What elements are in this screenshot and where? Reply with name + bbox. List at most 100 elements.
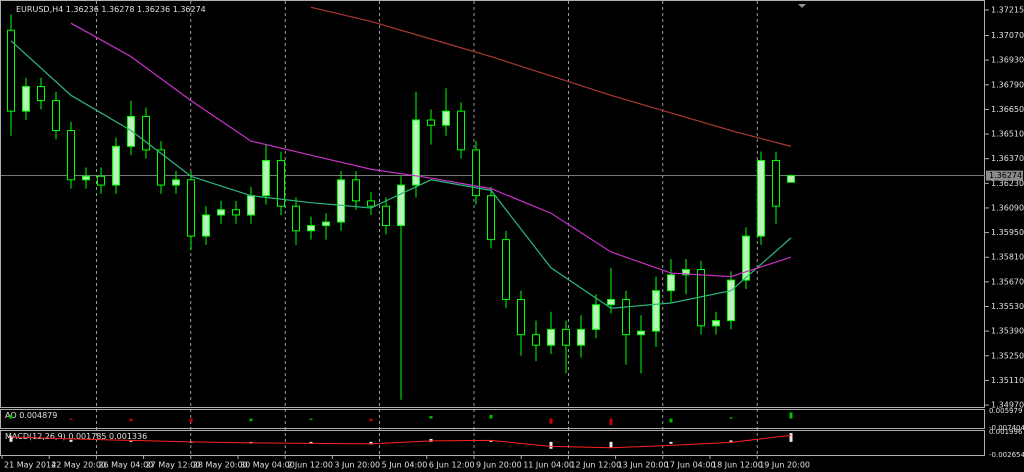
current-price-label: 1.36274 [989,171,1022,180]
indicator-bar [369,418,373,422]
y-tick-label: 1.36930 [991,56,1024,65]
last-open: 1.36236 [66,5,99,14]
candle-body [787,175,795,183]
candle-body [322,221,330,227]
moving-average [70,22,792,278]
indicator-bar [549,441,553,449]
candle-body [247,195,255,216]
candle-body [307,225,315,232]
candle-body [457,110,465,151]
candle-body [772,159,780,207]
indicator-bar [669,441,673,444]
indicator-tick-label: -0.007404 [989,424,1024,432]
indicator-tick-label: 0.005979 [989,407,1022,415]
candle-body [427,119,435,126]
candle-body [352,179,360,202]
indicator-bar [729,440,733,442]
indicator-bar [729,417,733,419]
indicator-bar [489,440,493,442]
x-tick-label: 26 May 04:00 [98,461,153,470]
ao-last: 0.004879 [19,411,57,420]
candle-body [667,274,675,292]
y-tick-label: 1.37215 [991,5,1024,14]
x-tick-label: 3 Jun 20:00 [334,461,380,470]
current-price-box [986,170,1023,181]
indicator-bar [249,418,253,422]
candle-body [262,159,270,197]
last-close: 1.36274 [173,5,206,14]
x-tick-label: 9 Jun 20:00 [476,461,522,470]
x-tick-label: 11 Jun 04:00 [523,461,574,470]
x-tick-label: 30 May 04:00 [240,461,295,470]
macd-last: 0.001785 [68,432,106,441]
candle-body [742,235,750,281]
x-tick-label: 6 Jun 12:00 [429,461,475,470]
x-tick-label: 27 May 12:00 [146,461,201,470]
candle-body [727,279,735,322]
indicator-tick-label: 0.001996 [989,428,1023,436]
candle-body [187,179,195,237]
x-tick-label: 18 Jun 12:00 [712,461,763,470]
candle-body [592,304,600,330]
y-tick-label: 1.35810 [991,253,1024,262]
candle-body [7,29,15,112]
candle-body [682,269,690,276]
indicator-bar [429,416,433,419]
signal-last: 0.001336 [109,432,147,441]
indicator-bar [369,441,373,445]
candle-body [487,195,495,241]
candle-body [112,145,120,186]
y-tick-label: 1.36090 [991,203,1024,212]
candle-body [607,298,615,306]
chart-title: EURUSD,H4 1.36236 1.36278 1.36236 1.3627… [16,5,206,14]
moving-average [10,40,792,309]
candle-body [547,328,555,346]
candle-body [292,205,300,232]
indicator-bar [789,412,793,419]
candle-body [442,110,450,126]
last-high: 1.36278 [101,5,134,14]
y-tick-label: 1.36790 [991,80,1024,89]
candle-body [97,175,105,186]
indicator-bar [789,433,793,442]
candle-body [652,290,660,332]
signal-line [10,434,792,449]
candle-body [562,328,570,346]
indicator-bar [9,435,13,442]
y-tick-label: 1.36230 [991,179,1024,188]
candle-body [127,115,135,147]
y-tick-label: 1.36370 [991,154,1024,163]
candle-body [277,159,285,207]
indicator-bar [189,418,193,423]
indicator-bar [129,418,133,422]
candle-body [637,330,645,336]
x-tick-label: 13 Jun 20:00 [618,461,669,470]
y-tick-label: 1.35670 [991,277,1024,286]
candle-body [142,115,150,151]
candle-body [397,184,405,227]
x-tick-label: 17 Jun 04:00 [665,461,716,470]
candle-body [172,179,180,186]
candle-body [337,179,345,223]
candle-body [52,100,60,132]
y-tick-label: 1.37070 [991,31,1024,40]
x-tick-label: 5 Jun 04:00 [382,461,428,470]
macd-panel-border [0,430,985,456]
shift-marker [798,4,806,8]
y-tick-label: 1.35530 [991,302,1024,311]
indicator-bar [489,414,493,419]
candle-body [622,298,630,336]
macd-label: MACD(12,26,9) 0.001785 0.001336 [5,432,147,441]
y-tick-label: 1.35390 [991,327,1024,336]
last-low: 1.36236 [137,5,170,14]
x-tick-label: 19 Jun 20:00 [759,461,810,470]
candle-body [412,119,420,186]
indicator-bar [309,418,313,420]
y-tick-label: 1.35950 [991,228,1024,237]
candle-body [532,334,540,346]
x-tick-label: 21 May 2014 [4,461,56,470]
candle-body [712,320,720,327]
candle-body [217,209,225,216]
indicator-bar [129,440,133,442]
